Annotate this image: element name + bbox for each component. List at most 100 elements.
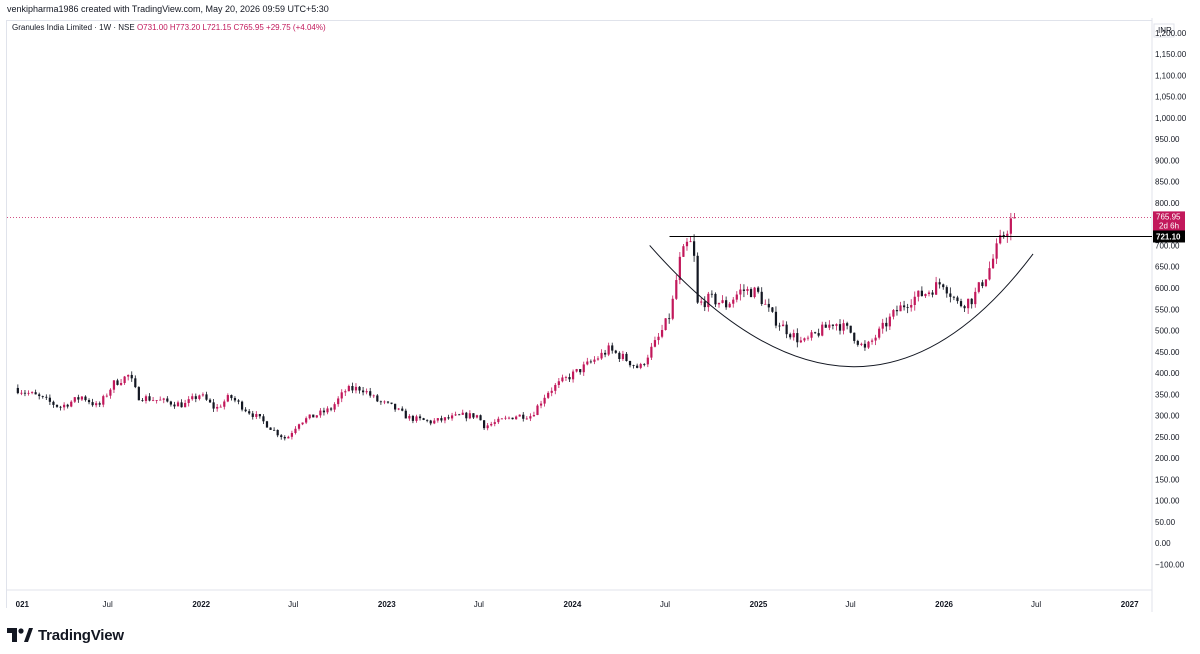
candle-body bbox=[913, 296, 916, 305]
candle-body bbox=[657, 336, 660, 341]
candle-body bbox=[728, 303, 731, 308]
y-tick-label: 150.00 bbox=[1155, 475, 1180, 484]
candle-body bbox=[269, 427, 272, 430]
candle-body bbox=[326, 408, 329, 413]
candle-body bbox=[340, 392, 343, 399]
candle-body bbox=[749, 289, 753, 298]
candle-body bbox=[119, 383, 123, 385]
cup-arc[interactable] bbox=[649, 245, 1034, 368]
candle-body bbox=[390, 402, 393, 404]
candle-body bbox=[625, 353, 628, 361]
candle-body bbox=[757, 287, 760, 292]
x-tick-label: 2025 bbox=[750, 600, 768, 609]
candle-body bbox=[212, 402, 215, 409]
candle-body bbox=[169, 401, 172, 405]
y-tick-label: 1,050.00 bbox=[1155, 93, 1187, 102]
tradingview-logo-icon bbox=[7, 628, 33, 642]
candle-body bbox=[55, 404, 59, 407]
candle-body bbox=[287, 436, 290, 439]
candle-body bbox=[226, 395, 229, 402]
candle-body bbox=[1009, 218, 1012, 234]
candle-body bbox=[73, 397, 76, 402]
candle-body bbox=[429, 420, 432, 424]
candle-body bbox=[639, 364, 642, 368]
candle-body bbox=[315, 415, 318, 418]
candle-body bbox=[725, 300, 728, 308]
candle-body bbox=[479, 415, 482, 421]
tradingview-brand[interactable]: TradingView bbox=[7, 625, 124, 645]
candle-body bbox=[611, 345, 614, 351]
x-tick-label: Jul bbox=[845, 600, 855, 609]
candle-body bbox=[319, 410, 322, 416]
candle-body bbox=[347, 386, 350, 392]
candle-body bbox=[155, 400, 158, 401]
candle-body bbox=[806, 337, 810, 339]
candle-body bbox=[166, 398, 169, 402]
candle-body bbox=[415, 416, 418, 421]
ohlc-low: L721.15 bbox=[202, 23, 232, 32]
candle-body bbox=[361, 390, 365, 393]
candle-body bbox=[732, 299, 735, 304]
candle-body bbox=[525, 418, 528, 420]
x-tick-label: 2027 bbox=[1121, 600, 1139, 609]
candle-body bbox=[653, 340, 657, 347]
candle-body bbox=[707, 293, 710, 308]
x-tick-label: Jul bbox=[474, 600, 484, 609]
y-tick-label: 1,000.00 bbox=[1155, 114, 1187, 123]
candle-body bbox=[604, 352, 607, 355]
candle-body bbox=[130, 374, 133, 379]
candle-body bbox=[739, 289, 742, 295]
candle-body bbox=[799, 340, 802, 343]
candle-body bbox=[244, 409, 247, 412]
candle-body bbox=[810, 332, 813, 338]
candle-body bbox=[967, 298, 970, 309]
candle-body bbox=[522, 414, 525, 419]
candle-body bbox=[689, 241, 692, 243]
top-bar: venkipharma1986 created with TradingView… bbox=[0, 0, 1200, 18]
candle-body bbox=[426, 419, 429, 421]
candle-body bbox=[290, 433, 294, 437]
y-tick-label: 200.00 bbox=[1155, 454, 1180, 463]
candle-body bbox=[134, 378, 137, 388]
candle-body bbox=[422, 418, 425, 420]
candle-body bbox=[255, 414, 258, 417]
ohlc-close: C765.95 bbox=[233, 23, 264, 32]
candle-body bbox=[23, 392, 27, 394]
candle-body bbox=[493, 422, 496, 424]
y-tick-label: −100.00 bbox=[1155, 560, 1185, 569]
candle-body bbox=[853, 332, 856, 341]
candle-body bbox=[305, 418, 308, 423]
candle-body bbox=[660, 330, 664, 337]
candle-body bbox=[881, 322, 884, 329]
last-price-value: 765.95 bbox=[1156, 212, 1181, 221]
candle-body bbox=[856, 340, 859, 345]
candle-body bbox=[472, 413, 475, 418]
candle-body bbox=[112, 380, 116, 390]
y-tick-label: 100.00 bbox=[1155, 497, 1180, 506]
candle-body bbox=[824, 324, 827, 328]
candle-body bbox=[127, 374, 130, 377]
candle-body bbox=[447, 417, 450, 419]
candle-body bbox=[991, 258, 995, 269]
candle-body bbox=[216, 406, 219, 409]
candle-body bbox=[258, 414, 261, 417]
candle-body bbox=[760, 291, 763, 305]
candle-body bbox=[888, 316, 891, 327]
bar-countdown: 2d 6h bbox=[1159, 221, 1179, 230]
y-tick-label: 450.00 bbox=[1155, 348, 1180, 357]
candle-body bbox=[935, 282, 938, 295]
y-tick-label: 700.00 bbox=[1155, 241, 1180, 250]
candle-body bbox=[329, 408, 333, 410]
candle-body bbox=[454, 414, 457, 416]
candle-body bbox=[589, 361, 592, 363]
candle-body bbox=[867, 341, 870, 348]
candle-body bbox=[148, 396, 151, 401]
candle-body bbox=[262, 416, 265, 422]
credit-text: venkipharma1986 created with TradingView… bbox=[7, 4, 329, 14]
candle-body bbox=[703, 301, 706, 308]
candle-body bbox=[878, 328, 881, 338]
candle-body bbox=[237, 400, 240, 402]
candle-body bbox=[365, 391, 368, 393]
candle-body bbox=[621, 353, 625, 360]
